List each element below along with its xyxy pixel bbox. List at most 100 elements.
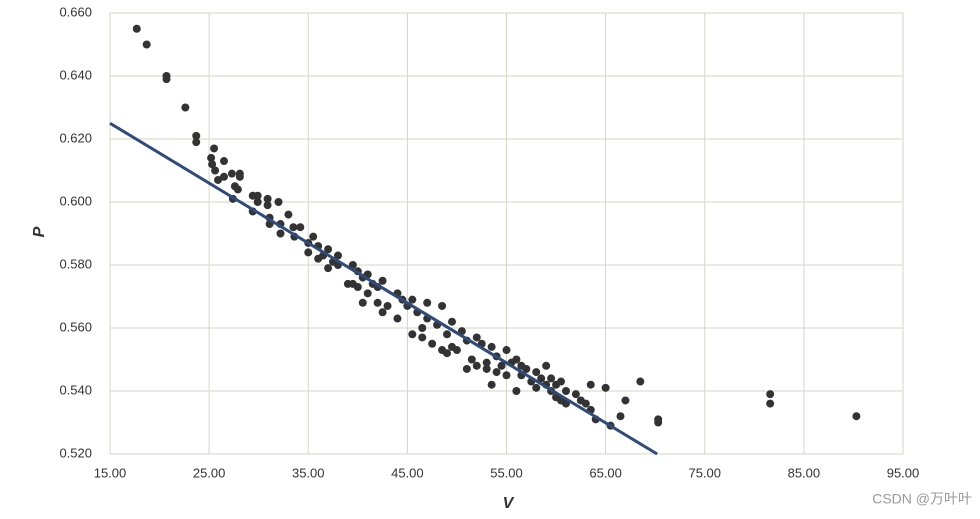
point (502, 346, 511, 355)
trend-line (109, 121, 658, 456)
point (438, 301, 447, 310)
point (233, 185, 242, 194)
point (443, 330, 452, 339)
point (358, 298, 367, 307)
point (235, 169, 244, 178)
point (512, 355, 521, 364)
point (210, 144, 219, 153)
x-axis-label: V (503, 495, 515, 512)
point (482, 358, 491, 367)
point (324, 264, 333, 273)
x-tick-label: 55.00 (490, 465, 523, 480)
point (253, 191, 262, 200)
point (211, 166, 220, 175)
point (766, 390, 775, 399)
x-tick-label: 75.00 (688, 465, 721, 480)
x-tick-label: 95.00 (887, 465, 920, 480)
point (512, 387, 521, 395)
point (447, 317, 456, 326)
point (502, 371, 511, 380)
point (263, 194, 272, 203)
point (276, 229, 285, 238)
point (852, 412, 861, 421)
y-tick-label: 0.620 (59, 130, 92, 145)
point (532, 383, 541, 392)
x-tick-label: 35.00 (292, 465, 325, 480)
point (296, 223, 305, 232)
y-tick-label: 0.660 (59, 4, 92, 19)
point (547, 374, 556, 383)
point (472, 333, 481, 342)
y-tick-label: 0.580 (59, 256, 92, 271)
point (324, 245, 333, 254)
point (208, 160, 217, 169)
point (408, 330, 417, 339)
point (766, 399, 775, 408)
y-tick-label: 0.560 (59, 319, 92, 334)
point (383, 301, 392, 310)
point (462, 364, 471, 373)
point (227, 169, 236, 178)
y-tick-label: 0.600 (59, 193, 92, 208)
point (207, 153, 216, 162)
point (284, 210, 293, 219)
point (353, 283, 362, 292)
point (492, 368, 501, 377)
point (263, 201, 272, 210)
point (616, 412, 625, 421)
x-tick-label: 65.00 (589, 465, 622, 480)
point (487, 342, 496, 351)
x-tick-label: 25.00 (193, 465, 226, 480)
point (654, 418, 663, 427)
point (443, 349, 452, 358)
x-tick-label: 15.00 (94, 465, 127, 480)
point (452, 346, 461, 355)
point (482, 364, 491, 373)
point (348, 261, 357, 269)
point (601, 383, 610, 392)
point (253, 198, 262, 206)
point (192, 131, 201, 140)
y-axis-label: P (31, 226, 48, 237)
point (487, 380, 496, 389)
point (472, 361, 481, 370)
point (418, 333, 427, 342)
point (542, 361, 551, 370)
point (537, 374, 546, 383)
point (363, 289, 372, 298)
point (557, 377, 566, 386)
point (162, 75, 171, 84)
y-tick-label: 0.520 (59, 445, 92, 460)
point (423, 298, 432, 307)
point (497, 361, 506, 370)
point (274, 198, 283, 206)
point (181, 103, 190, 112)
point (581, 399, 590, 408)
y-tick-label: 0.640 (59, 67, 92, 82)
point (393, 314, 402, 323)
point (378, 276, 387, 285)
point (522, 364, 531, 373)
point (561, 387, 570, 395)
point (586, 380, 595, 389)
point (378, 308, 387, 317)
point (571, 390, 580, 399)
point (333, 251, 342, 260)
point (636, 377, 645, 386)
point (219, 172, 228, 181)
y-tick-label: 0.540 (59, 382, 92, 397)
point (304, 248, 313, 257)
x-tick-label: 85.00 (788, 465, 821, 480)
point (192, 138, 201, 147)
point (132, 24, 141, 33)
point (373, 298, 382, 307)
point (219, 157, 228, 166)
point (418, 324, 427, 332)
point (289, 223, 298, 232)
point (214, 175, 223, 184)
x-tick-label: 45.00 (391, 465, 424, 480)
watermark: CSDN @万叶叶 (872, 491, 972, 507)
point (408, 295, 417, 304)
point (428, 339, 437, 348)
